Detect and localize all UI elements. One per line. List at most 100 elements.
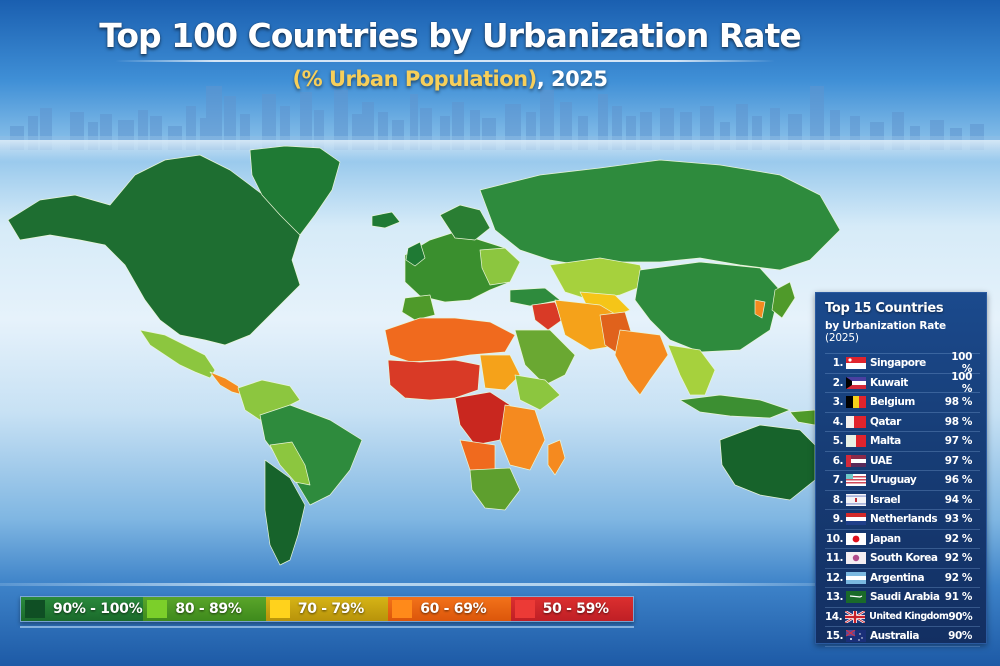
region-east-africa-south xyxy=(499,404,546,471)
region-arabian-peninsula xyxy=(514,329,576,386)
legend-item-60-69: 60 - 69% xyxy=(388,597,511,621)
country-name: Qatar xyxy=(870,415,901,428)
color-legend: 90% - 100% 80 - 89% 70 - 79% 60 - 69% 50… xyxy=(20,596,634,622)
rank: 12. xyxy=(825,571,844,584)
table-row: 4. Qatar 98 % xyxy=(825,413,980,432)
horizon-haze xyxy=(0,140,1000,162)
region-australia xyxy=(719,424,816,501)
rank: 10. xyxy=(825,532,844,545)
table-row: 10. Japan 92 % xyxy=(825,530,980,549)
country-name: United Kingdom xyxy=(869,611,949,623)
table-row: 5. Malta 97 % xyxy=(825,432,980,452)
country-name: Singapore xyxy=(870,357,926,370)
region-korea xyxy=(754,299,766,319)
israel-flag-icon xyxy=(846,493,866,506)
urban-percent: 98 % xyxy=(944,415,973,428)
rank: 8. xyxy=(832,493,844,506)
table-row: 8. Israel 94 % xyxy=(825,491,980,510)
title-divider xyxy=(115,60,775,62)
urban-percent: 93 % xyxy=(944,513,973,526)
urban-percent: 94 % xyxy=(944,493,973,506)
uae-flag-icon xyxy=(846,454,866,467)
table-row: 6. UAE 97 % xyxy=(825,452,980,471)
urban-percent: 96 % xyxy=(944,474,973,487)
region-japan xyxy=(771,281,796,319)
legend-swatch-light-green xyxy=(147,600,168,618)
legend-swatch-red xyxy=(514,600,535,618)
chart-subtitle: (% Urban Population), 2025 xyxy=(0,67,900,91)
region-north-africa xyxy=(384,317,516,363)
netherlands-flag-icon xyxy=(846,513,866,526)
saudi-arabia-flag-icon xyxy=(846,591,866,604)
panel-title: Top 15 Countries xyxy=(825,301,944,316)
region-southeast-asia xyxy=(667,344,716,396)
country-name: Australia xyxy=(870,630,919,643)
rank: 11. xyxy=(825,552,844,565)
country-name: Argentina xyxy=(870,571,925,584)
table-row: 2. Kuwait 100 % xyxy=(825,370,980,395)
table-row: 13. Saudi Arabia 91 % xyxy=(825,588,980,608)
legend-swatch-yellow xyxy=(269,600,290,618)
region-north-america xyxy=(7,154,301,346)
region-southern-africa xyxy=(469,467,521,511)
region-bolivia-paraguay xyxy=(269,441,311,486)
japan-flag-icon xyxy=(846,532,866,545)
country-name: Malta xyxy=(870,435,901,448)
urban-percent: 92 % xyxy=(944,552,973,565)
united-kingdom-flag-icon xyxy=(845,610,866,623)
legend-label: 80 - 89% xyxy=(175,601,242,617)
table-row: 11. South Korea 92 % xyxy=(825,549,980,569)
australia-flag-icon xyxy=(846,630,866,643)
legend-label: 90% - 100% xyxy=(53,601,143,617)
world-choropleth-map xyxy=(7,145,841,566)
chart-title: Top 100 Countries by Urbanization Rate xyxy=(99,16,801,55)
table-row: 14. United Kingdom 90% xyxy=(825,608,980,627)
region-central-america xyxy=(209,371,244,396)
urban-percent: 100 % xyxy=(951,351,972,376)
urban-percent: 97 % xyxy=(944,435,973,448)
urban-percent: 100 % xyxy=(951,370,972,395)
region-argentina-chile xyxy=(264,459,306,566)
panel-subtitle-text: by Urbanization Rate xyxy=(825,320,946,332)
region-west-africa xyxy=(387,359,481,401)
country-name: Saudi Arabia xyxy=(870,591,940,604)
region-scandinavia xyxy=(439,204,491,241)
country-name: Netherlands xyxy=(870,513,938,526)
floor-divider xyxy=(0,583,820,586)
region-mexico xyxy=(139,329,216,379)
country-name: Belgium xyxy=(870,396,915,409)
rank: 5. xyxy=(832,435,844,448)
legend-label: 60 - 69% xyxy=(420,601,487,617)
region-india xyxy=(614,329,669,396)
south-korea-flag-icon xyxy=(846,552,866,565)
rank: 9. xyxy=(832,513,844,526)
table-row: 3. Belgium 98 % xyxy=(825,393,980,413)
belgium-flag-icon xyxy=(846,396,866,409)
region-kazakhstan xyxy=(549,257,646,301)
country-name: Kuwait xyxy=(870,376,908,389)
rank: 14. xyxy=(825,610,843,623)
table-row: 1. Singapore 100 % xyxy=(825,351,980,376)
qatar-flag-icon xyxy=(846,415,866,428)
rank: 1. xyxy=(832,357,844,370)
urban-percent: 92 % xyxy=(944,532,973,545)
subtitle-highlight: (% Urban Population) xyxy=(292,67,538,91)
table-row: 9. Netherlands 93 % xyxy=(825,510,980,530)
rank: 13. xyxy=(825,591,844,604)
country-name: Japan xyxy=(870,532,901,545)
kuwait-flag-icon xyxy=(846,376,866,389)
rank: 4. xyxy=(832,415,844,428)
urban-percent: 97 % xyxy=(944,454,973,467)
legend-swatch-dark-green xyxy=(25,600,45,618)
legend-label: 70 - 79% xyxy=(297,601,364,617)
urban-percent: 92 % xyxy=(944,571,973,584)
table-row: 7. Uruguay 96 % xyxy=(825,471,980,491)
region-iceland xyxy=(371,211,401,229)
rank: 2. xyxy=(832,376,844,389)
region-eastern-europe xyxy=(479,247,521,286)
country-name: Uruguay xyxy=(870,474,917,487)
rank: 7. xyxy=(832,474,844,487)
rank: 15. xyxy=(825,630,844,643)
table-row: 12. Argentina 92 % xyxy=(825,569,980,588)
country-name: Israel xyxy=(870,493,901,506)
